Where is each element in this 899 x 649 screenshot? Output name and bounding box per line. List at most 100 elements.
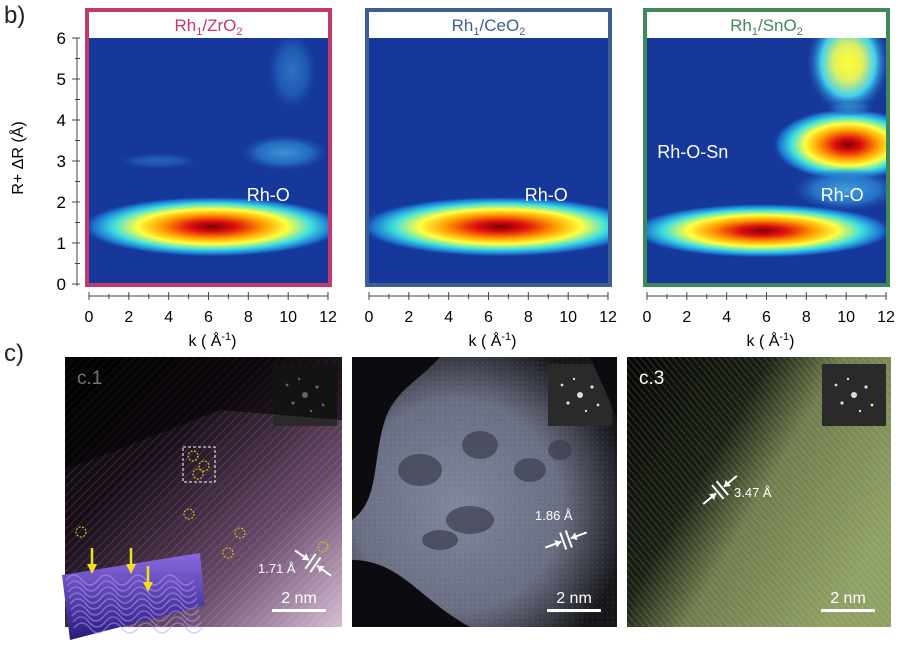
lattice-fringe-line	[711, 484, 725, 500]
ceria-dark-domain	[422, 530, 458, 550]
fft-spot	[566, 401, 570, 405]
x-tick-label: 0	[365, 309, 374, 326]
fft-spot	[870, 403, 874, 407]
heatmap-feature	[647, 203, 886, 258]
x-tick-label: 2	[124, 309, 133, 326]
fft-inset	[822, 364, 886, 426]
measure-arrow-head	[723, 479, 731, 487]
surface-ridge	[66, 580, 196, 592]
x-tick-label: 12	[599, 309, 617, 326]
x-tick-label: 6	[204, 309, 213, 326]
y-tick-label: 5	[57, 70, 66, 89]
x-tick-label: 2	[404, 309, 413, 326]
ceria-dark-domain	[514, 458, 546, 482]
panel-b-label: b)	[4, 2, 26, 29]
fft-spot	[572, 377, 576, 381]
fft-spot	[560, 383, 564, 387]
vacuum-region	[352, 560, 470, 627]
panel-c-label: c)	[4, 340, 24, 367]
measure-arrow-head	[301, 553, 309, 561]
d-spacing-label: 1.86 Å	[535, 508, 573, 523]
x-axis: 0 2 4 6 8 10 12 k ( Å-1)	[365, 292, 617, 350]
x-axis-label: k ( Å-1)	[189, 331, 237, 350]
scale-bar	[272, 609, 326, 612]
surface-ridge	[69, 598, 199, 610]
y-tick-label: 6	[57, 29, 66, 48]
surface-ridge	[70, 604, 200, 616]
heatmap-title: Rh1/CeO2	[452, 16, 526, 38]
x-tick-label: 8	[244, 309, 253, 326]
x-tick-label: 6	[762, 309, 771, 326]
heatmap-area	[369, 38, 608, 283]
ceria-dark-domain	[462, 431, 498, 459]
lattice-fringe-line	[304, 553, 317, 570]
fft-inset	[548, 364, 612, 426]
lattice-fringe-line	[559, 532, 568, 550]
heatmap-panel-2: Rh1/CeO2 Rh-O 0 2 4 6 8 10 12 k ( Å-1)	[365, 8, 617, 350]
x-tick-label: 10	[279, 309, 297, 326]
x-tick-label: 4	[444, 309, 453, 326]
d-spacing-label: 1.71 Å	[258, 561, 296, 576]
heatmap-title: Rh1/SnO2	[730, 16, 803, 38]
heatmap-area	[89, 38, 328, 283]
scale-bar-label: 2 nm	[556, 590, 592, 607]
surface-ridge	[65, 574, 195, 586]
x-axis: 0 2 4 6 8 10 12 k ( Å-1)	[643, 292, 895, 350]
x-axis: 0 2 4 6 8 10 12 k ( Å-1)	[85, 292, 337, 350]
measure-arrow-head	[554, 540, 562, 548]
heatmap-panel-3: Rh1/SnO2 Rh-O-Sn Rh-O 0 2 4 6 8 10 12 k ( Å-1)	[643, 8, 895, 350]
heatmap-panel-1: Rh1/ZrO2 Rh-O 0 2 4 6 8 10 12 k ( Å-1)	[85, 8, 337, 350]
fft-spot	[840, 401, 844, 405]
heatmap-feature	[118, 153, 199, 169]
surface-ridge	[67, 586, 197, 598]
d-spacing-label: 3.47 Å	[734, 485, 772, 500]
x-tick-label: 4	[164, 309, 173, 326]
ceria-dark-domain	[398, 454, 442, 486]
heatmap-feature	[825, 99, 876, 116]
y-tick-label: 3	[57, 152, 66, 171]
atom-arrow-head	[87, 564, 97, 574]
ceria-dark-domain	[446, 506, 494, 534]
fft-spot	[596, 403, 600, 407]
y-axis: 0 1 2 3 4 5 6	[57, 29, 80, 294]
single-atom-marker	[222, 547, 234, 559]
heatmap-feature	[773, 108, 886, 181]
heatmap-feature	[239, 134, 328, 171]
vacuum-region	[352, 357, 440, 520]
y-tick-label: 4	[57, 111, 66, 130]
heatmap-feature	[369, 196, 608, 257]
x-tick-label: 6	[484, 309, 493, 326]
single-atom-marker	[187, 450, 199, 462]
vacuum-region	[590, 357, 617, 420]
x-axis-label: k ( Å-1)	[469, 331, 517, 350]
lattice-fringe-line	[309, 556, 322, 573]
measure-arrow-head	[570, 532, 578, 540]
fft-spot	[851, 392, 857, 398]
fft-spot	[834, 383, 838, 387]
heatmap-annotation: Rh-O-Sn	[657, 142, 728, 162]
y-axis-label: R+ ΔR (Å)	[8, 121, 27, 194]
surface-ridge	[73, 622, 203, 634]
single-atom-marker	[234, 527, 246, 539]
single-atom-marker	[183, 508, 195, 520]
x-tick-label: 12	[319, 309, 337, 326]
d-spacing-marker	[294, 549, 332, 577]
fft-spot	[584, 409, 588, 413]
d-spacing-marker	[702, 475, 738, 505]
heatmap-feature	[806, 38, 886, 115]
scale-bar	[547, 609, 601, 612]
surface-ridge	[71, 610, 201, 622]
heatmap-feature	[267, 38, 318, 111]
lattice-fringe-line	[564, 530, 573, 548]
fft-spot	[846, 377, 850, 381]
x-tick-label: 0	[85, 309, 94, 326]
x-axis-label: k ( Å-1)	[747, 331, 795, 350]
x-tick-label: 8	[802, 309, 811, 326]
single-atom-marker	[317, 541, 329, 553]
d-spacing-marker	[544, 530, 588, 550]
x-tick-label: 10	[559, 309, 577, 326]
atom-arrow-head	[126, 564, 136, 574]
surface-ridge	[68, 592, 198, 604]
heatmap-title: Rh1/ZrO2	[175, 16, 243, 38]
